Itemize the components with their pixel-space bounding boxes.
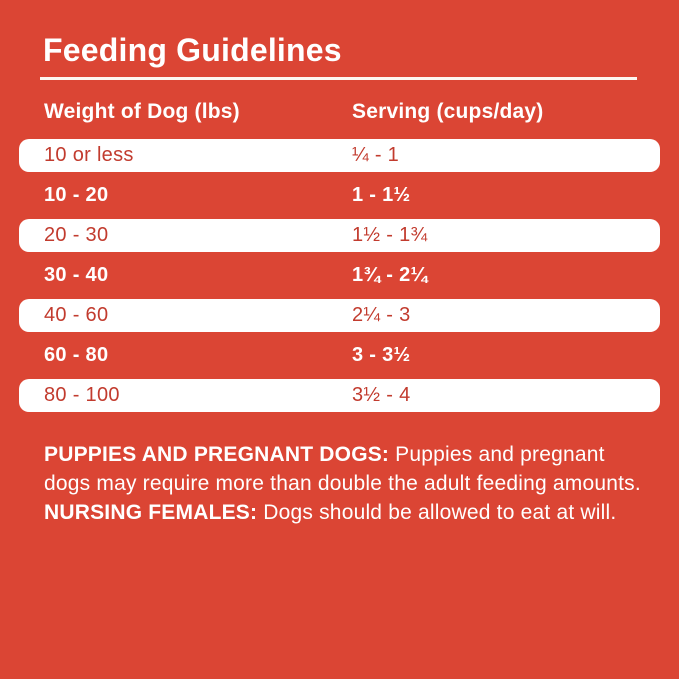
weight-cell: 20 - 30 bbox=[44, 224, 109, 246]
weight-cell: 40 - 60 bbox=[44, 304, 109, 326]
weight-cell: 60 - 80 bbox=[44, 344, 109, 366]
serving-cell: ¼ - 1 bbox=[352, 144, 400, 166]
footnote: PUPPIES AND PREGNANT DOGS: Puppies and p… bbox=[44, 440, 644, 527]
title-underline bbox=[40, 77, 637, 80]
weight-cell: 80 - 100 bbox=[44, 384, 120, 406]
table-row: 80 - 100 3½ - 4 bbox=[19, 379, 660, 412]
weight-cell: 10 or less bbox=[44, 144, 134, 166]
table-row: 10 or less ¼ - 1 bbox=[19, 139, 660, 172]
page-title: Feeding Guidelines bbox=[43, 32, 342, 68]
serving-cell: 1 - 1½ bbox=[352, 184, 411, 206]
table-row: 30 - 40 1¾ - 2¼ bbox=[19, 252, 660, 299]
table-row: 60 - 80 3 - 3½ bbox=[19, 332, 660, 379]
serving-cell: 3½ - 4 bbox=[352, 384, 411, 406]
table-row: 40 - 60 2¼ - 3 bbox=[19, 299, 660, 332]
table-row: 20 - 30 1½ - 1¾ bbox=[19, 219, 660, 252]
serving-cell: 1½ - 1¾ bbox=[352, 224, 428, 246]
footnote-bold-label: NURSING FEMALES: bbox=[44, 501, 264, 524]
serving-cell: 2¼ - 3 bbox=[352, 304, 411, 326]
column-header-weight: Weight of Dog (lbs) bbox=[44, 100, 240, 123]
footnote-text: Dogs should be allowed to eat at will. bbox=[263, 501, 617, 524]
table-row: 10 - 20 1 - 1½ bbox=[19, 172, 660, 219]
serving-cell: 3 - 3½ bbox=[352, 344, 411, 366]
weight-cell: 30 - 40 bbox=[44, 264, 109, 286]
feeding-table: 10 or less ¼ - 1 10 - 20 1 - 1½ 20 - 30 … bbox=[19, 139, 660, 412]
footnote-bold-label: PUPPIES AND PREGNANT DOGS: bbox=[44, 443, 396, 466]
serving-cell: 1¾ - 2¼ bbox=[352, 264, 428, 286]
weight-cell: 10 - 20 bbox=[44, 184, 109, 206]
footnote-text: Puppies and pregnant dogs may require mo… bbox=[44, 443, 641, 495]
table-header-row: Weight of Dog (lbs) Serving (cups/day) bbox=[19, 100, 660, 124]
column-header-serving: Serving (cups/day) bbox=[352, 100, 544, 123]
